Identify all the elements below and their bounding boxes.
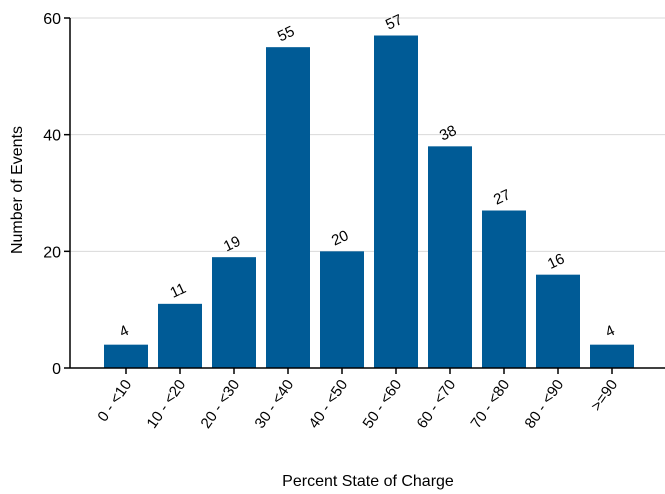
data-label: 20 <box>329 227 351 249</box>
y-tick-label: 60 <box>43 11 61 28</box>
bars <box>104 35 634 369</box>
bar <box>590 344 634 368</box>
x-tick-labels: 0 - <10 10 - <20 20 - <30 30 - <40 40 - <50 5… <box>94 377 621 432</box>
bar <box>158 303 202 368</box>
data-label: 4 <box>603 322 618 341</box>
bar <box>104 344 148 368</box>
gridlines <box>70 17 665 252</box>
bar <box>212 257 256 368</box>
y-tick-labels: 0 20 40 60 <box>43 11 61 378</box>
data-label: 19 <box>221 233 243 255</box>
bar <box>374 35 418 368</box>
data-labels: 4 11 19 55 20 57 38 27 16 4 <box>117 11 618 341</box>
x-tick-label: 10 - <20 <box>144 377 190 432</box>
bar <box>482 210 526 368</box>
data-label: 11 <box>167 280 188 302</box>
x-tick-label: 40 - <50 <box>306 377 352 432</box>
x-tick-label: 20 - <30 <box>198 377 244 432</box>
data-label: 57 <box>383 11 405 33</box>
y-tick-label: 40 <box>43 128 61 145</box>
data-label: 38 <box>437 122 459 144</box>
bar <box>320 251 364 368</box>
bar <box>428 146 472 368</box>
x-tick-label: >=90 <box>588 377 622 415</box>
y-tick-label: 20 <box>43 244 61 261</box>
x-tick-label: 70 - <80 <box>468 377 514 432</box>
data-label: 55 <box>275 23 297 45</box>
x-tick-label: 50 - <60 <box>360 377 406 432</box>
x-tick-label: 30 - <40 <box>252 377 298 432</box>
bar <box>536 274 580 368</box>
x-tick-label: 80 - <90 <box>522 377 568 432</box>
y-tick-label: 0 <box>52 361 61 378</box>
bar <box>266 47 310 369</box>
x-tick-label: 60 - <70 <box>414 377 460 432</box>
axes <box>64 17 665 374</box>
x-axis-title: Percent State of Charge <box>282 473 454 490</box>
data-label: 4 <box>117 322 132 341</box>
x-tick-label: 0 - <10 <box>94 377 135 425</box>
y-axis-title: Number of Events <box>9 126 26 254</box>
data-label: 16 <box>545 250 567 272</box>
data-label: 27 <box>491 186 513 208</box>
